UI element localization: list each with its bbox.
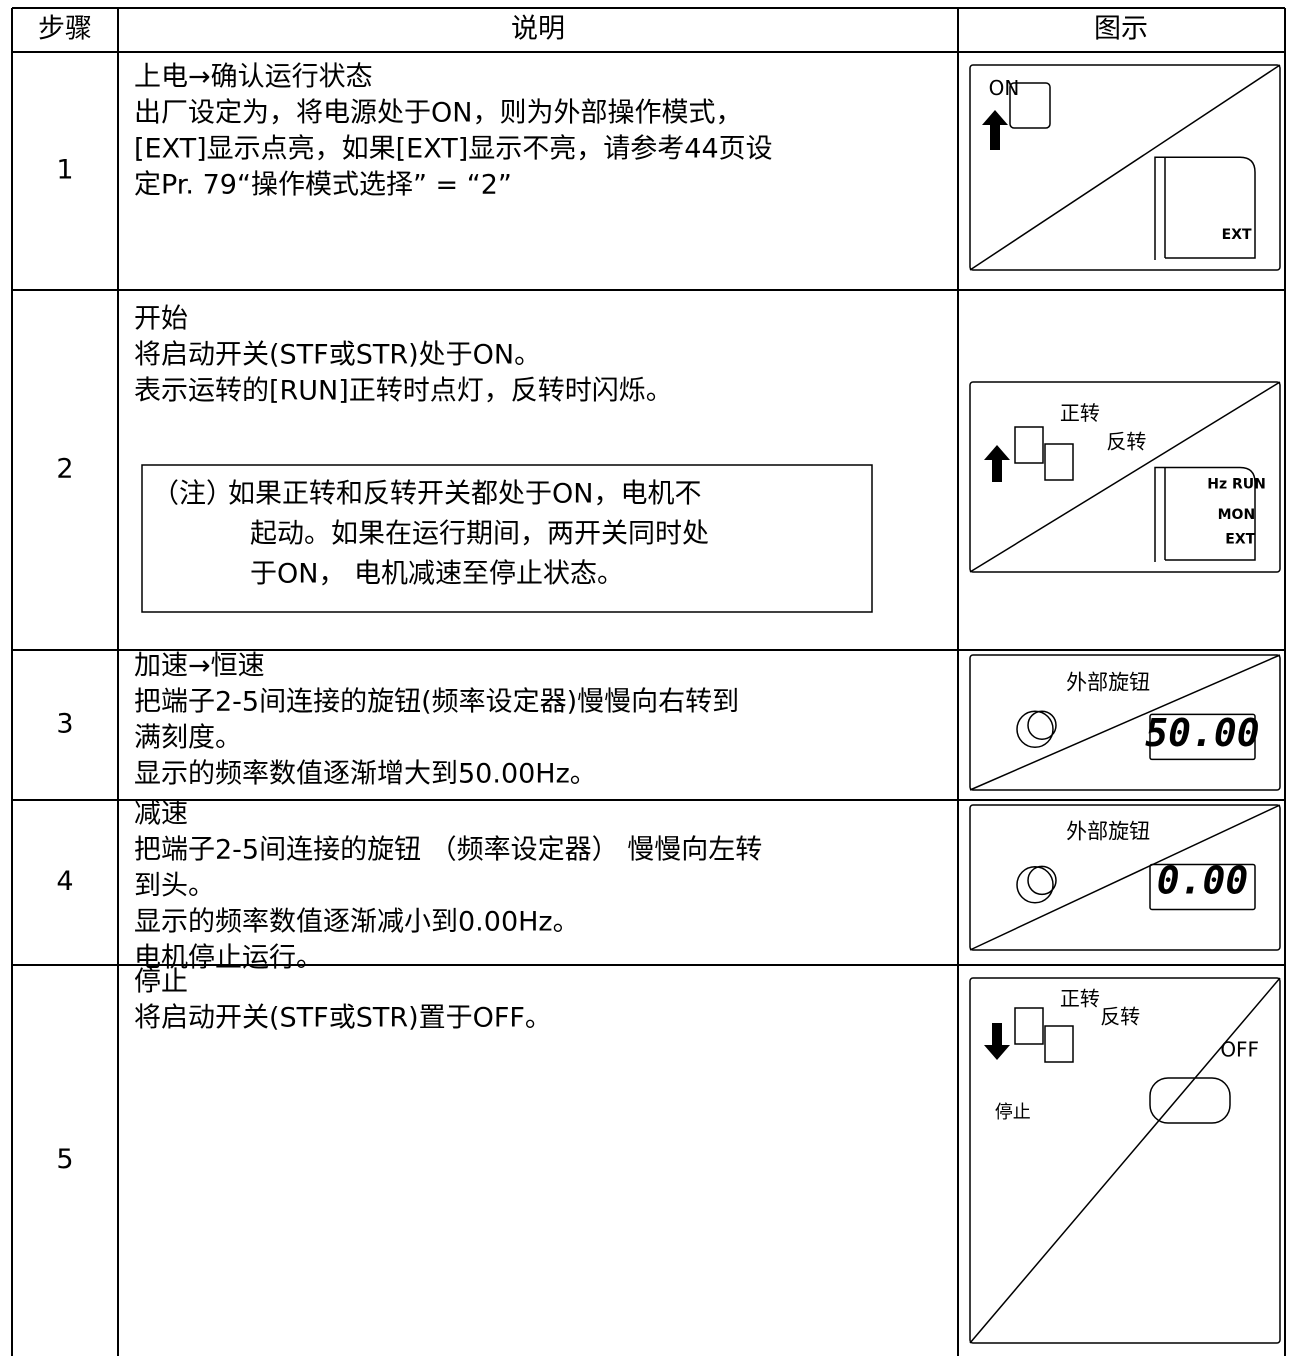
figure-diagonal <box>969 804 1281 951</box>
figure-diagonal <box>969 654 1281 791</box>
step-number: 5 <box>56 1144 73 1175</box>
step-number: 4 <box>56 866 73 897</box>
description-line: 停止 <box>134 967 188 998</box>
indicator-panel <box>1154 156 1256 260</box>
description-line: 把端子2-5间连接的旋钮 （频率设定器） 慢慢向左转 <box>134 835 762 866</box>
switch-arrow <box>984 445 1010 482</box>
description-line: 定Pr. 79“操作模式选择” = “2” <box>134 170 512 201</box>
knob-icon <box>1016 866 1054 904</box>
figure-box <box>969 804 1281 951</box>
switch-icon <box>1044 1025 1074 1063</box>
figure-label: 50.00 <box>1145 711 1259 755</box>
display-box <box>1149 713 1256 761</box>
switch-icon <box>1014 426 1044 464</box>
figure-box <box>969 381 1281 573</box>
figure-label: 正转 <box>1060 401 1100 425</box>
note-label: （注） <box>152 479 233 510</box>
switch-arrow <box>984 1023 1010 1060</box>
figure-label: EXT <box>1225 532 1255 548</box>
description-line: 将启动开关(STF或STR)处于ON。 <box>134 340 541 371</box>
header-step: 步骤 <box>38 14 92 45</box>
up-arrow <box>982 110 1008 150</box>
description-line: 将启动开关(STF或STR)置于OFF。 <box>134 1003 552 1034</box>
figure-label: 外部旋钮 <box>1066 820 1150 844</box>
figure-label: Hz RUN <box>1207 477 1266 493</box>
header-figure: 图示 <box>1094 14 1148 45</box>
figure-label: 0.00 <box>1157 858 1249 902</box>
switch-icon <box>1044 443 1074 481</box>
motor-icon <box>1149 1077 1231 1124</box>
description-line: 电机停止运行。 <box>134 943 323 974</box>
description-line: 减速 <box>134 799 188 830</box>
note-line: 于ON， 电机减速至停止状态。 <box>250 559 624 590</box>
description-line: 表示运转的[RUN]正转时点灯，反转时闪烁。 <box>134 376 673 407</box>
figure-label: ON <box>989 76 1020 100</box>
figure-diagonal <box>969 977 1281 1344</box>
breaker-icon <box>1009 82 1051 129</box>
figure-box <box>969 977 1281 1344</box>
knob-icon <box>1016 710 1054 748</box>
figure-diagonal <box>969 64 1281 271</box>
figure-label: 反转 <box>1106 429 1146 453</box>
description-line: 到头。 <box>134 871 215 902</box>
indicator-panel <box>1154 466 1256 562</box>
step-number: 1 <box>56 155 73 186</box>
step-number: 2 <box>56 454 73 485</box>
switch-icon <box>1014 1007 1044 1045</box>
figure-label: 停止 <box>995 1102 1031 1123</box>
knob-icon <box>1027 710 1057 740</box>
description-line: 把端子2-5间连接的旋钮(频率设定器)慢慢向右转到 <box>134 687 739 718</box>
figure-box <box>969 654 1281 791</box>
description-line: 显示的频率数值逐渐增大到50.00Hz。 <box>134 759 597 790</box>
figure-label: 外部旋钮 <box>1066 670 1150 694</box>
figure-label: 正转 <box>1060 986 1100 1010</box>
description-line: 显示的频率数值逐渐减小到0.00Hz。 <box>134 907 580 938</box>
figure-box <box>969 64 1281 271</box>
figure-label: EXT <box>1222 227 1252 243</box>
description-line: [EXT]显示点亮，如果[EXT]显示不亮，请参考44页设 <box>134 134 773 165</box>
figure-diagonal <box>969 381 1281 573</box>
figure-label: 反转 <box>1100 1005 1140 1029</box>
knob-icon <box>1027 865 1057 896</box>
note-line: 起动。如果在运行期间，两开关同时处 <box>250 519 709 550</box>
note-line: 如果正转和反转开关都处于ON，电机不 <box>228 479 701 510</box>
description-line: 上电→确认运行状态 <box>134 62 373 93</box>
display-box <box>1149 863 1256 911</box>
description-line: 出厂设定为，将电源处于ON，则为外部操作模式， <box>134 98 742 129</box>
figure-label: OFF <box>1220 1038 1259 1062</box>
step-number: 3 <box>56 709 73 740</box>
header-description: 说明 <box>511 14 565 45</box>
figure-label: MON <box>1218 507 1256 523</box>
description-line: 满刻度。 <box>134 723 242 754</box>
note-box <box>141 464 873 613</box>
description-line: 开始 <box>134 304 188 335</box>
description-line: 加速→恒速 <box>134 651 265 682</box>
